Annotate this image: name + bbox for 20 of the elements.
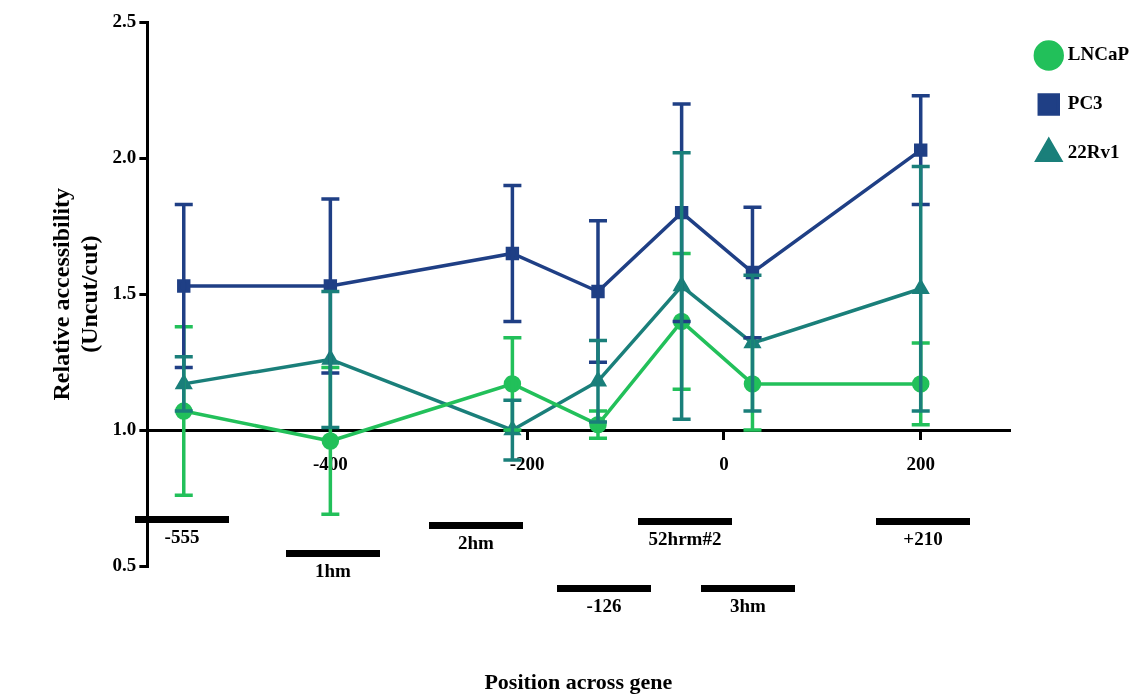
y-tick-label: 1.0 bbox=[112, 418, 137, 440]
y-tick-label: 0.5 bbox=[112, 553, 137, 575]
annotation: 2hm bbox=[457, 532, 495, 554]
legend-label: LNCaP bbox=[1067, 43, 1130, 65]
legend-label: PC3 bbox=[1067, 92, 1103, 114]
y-tick-label: 1.5 bbox=[112, 282, 137, 304]
text: -126 bbox=[585, 595, 623, 617]
legend-label: 22Rv1 bbox=[1067, 141, 1120, 163]
x-tick-label: 0 bbox=[719, 453, 729, 475]
x-axis-title: Position across gene bbox=[484, 668, 673, 694]
annotation: 1hm bbox=[314, 560, 352, 582]
x-tick-label: -200 bbox=[509, 453, 545, 475]
annotation: -555 bbox=[163, 526, 201, 548]
y-tick-label: 2.5 bbox=[112, 10, 137, 32]
annotation: 52hrm#2 bbox=[647, 528, 723, 550]
y-tick-label: 2.0 bbox=[112, 146, 137, 168]
text: 3hm bbox=[729, 595, 767, 617]
y-axis-title: Relative accessibility (Uncut/cut) bbox=[47, 187, 103, 401]
x-tick-label: 200 bbox=[906, 453, 935, 475]
annotation: +210 bbox=[902, 528, 944, 550]
